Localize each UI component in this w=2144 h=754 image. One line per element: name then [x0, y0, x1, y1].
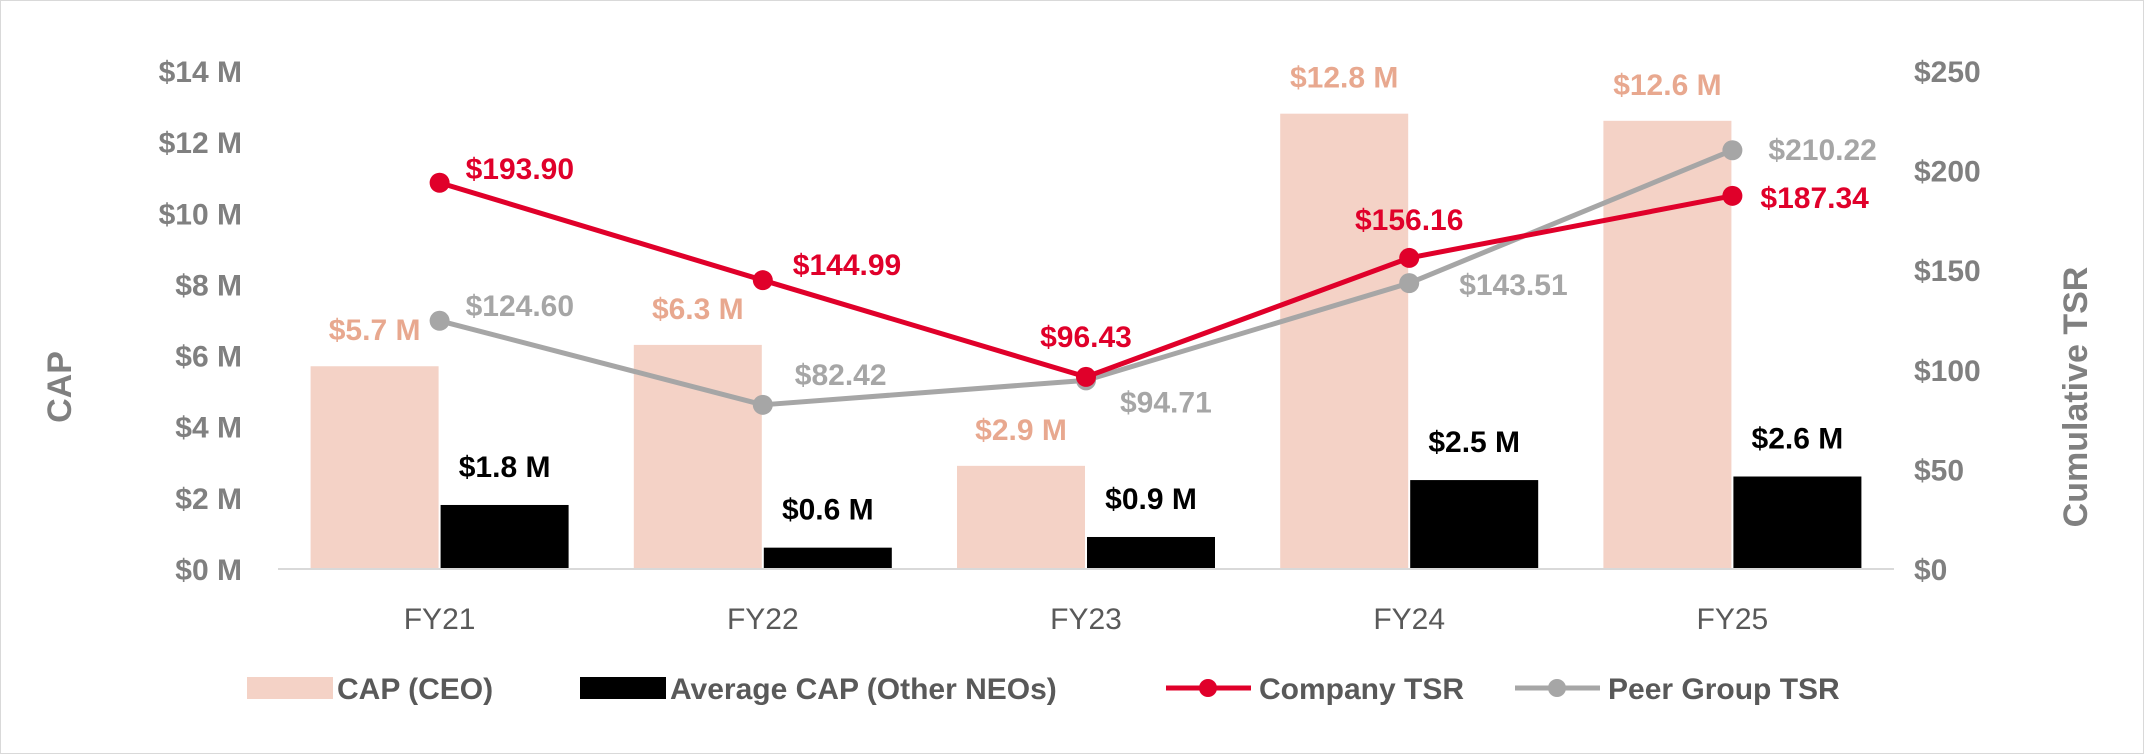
category-label: FY24 [1373, 603, 1445, 636]
tsr-lines [429, 140, 1743, 415]
legend-marker-company-tsr [1199, 679, 1217, 697]
ceo-cap-label: $5.7 M [329, 314, 421, 347]
company-tsr-label: $156.16 [1355, 204, 1463, 237]
category-labels: FY21 FY22 FY23 FY24 FY25 [404, 603, 1769, 636]
neo-cap-bars [440, 476, 1862, 569]
left-tick-label: $0 M [175, 554, 242, 587]
neo-cap-bar [1733, 476, 1862, 569]
company-tsr-marker [752, 270, 773, 291]
left-tick-label: $8 M [175, 269, 242, 302]
peer-tsr-label: $94.71 [1120, 386, 1212, 419]
right-tick-label: $250 [1914, 56, 1981, 89]
ceo-cap-label: $2.9 M [975, 414, 1067, 447]
left-axis-title: CAP [41, 351, 79, 423]
company-tsr-marker [429, 172, 450, 193]
category-label: FY22 [727, 603, 799, 636]
peer-tsr-marker [1399, 273, 1420, 294]
neo-cap-label: $1.8 M [459, 451, 551, 484]
peer-tsr-label: $143.51 [1459, 269, 1567, 302]
legend-label-neo-cap: Average CAP (Other NEOs) [670, 673, 1057, 706]
ceo-cap-bar [957, 465, 1085, 569]
right-axis-title: Cumulative TSR [2057, 267, 2095, 528]
data-labels: $5.7 M $6.3 M $2.9 M $12.8 M $12.6 M $1.8 M $0… [329, 62, 1877, 527]
company-tsr-label: $144.99 [793, 249, 901, 282]
ceo-cap-bar [633, 344, 762, 569]
company-tsr-label: $187.34 [1760, 182, 1869, 215]
peer-tsr-marker [1722, 140, 1743, 161]
legend-label-ceo-cap: CAP (CEO) [337, 673, 493, 706]
left-tick-label: $14 M [159, 56, 242, 89]
ceo-cap-bar [1280, 113, 1409, 569]
right-tick-label: $0 [1914, 554, 1947, 587]
right-tick-label: $150 [1914, 255, 1981, 288]
category-label: FY21 [404, 603, 476, 636]
company-tsr-marker [1399, 247, 1420, 268]
legend-label-company-tsr: Company TSR [1259, 673, 1464, 706]
neo-cap-label: $0.6 M [782, 494, 874, 527]
company-tsr-label: $193.90 [466, 153, 574, 186]
peer-tsr-label: $210.22 [1768, 134, 1876, 167]
neo-cap-label: $0.9 M [1105, 483, 1197, 516]
legend-swatch-ceo-cap [247, 677, 333, 699]
ceo-cap-bar [310, 366, 439, 569]
company-tsr-label: $96.43 [1040, 321, 1132, 354]
legend-label-peer-tsr: Peer Group TSR [1608, 673, 1840, 706]
left-tick-label: $12 M [159, 127, 242, 160]
neo-cap-label: $2.5 M [1428, 426, 1520, 459]
left-tick-label: $6 M [175, 341, 242, 374]
peer-tsr-label: $82.42 [795, 359, 887, 392]
peer-tsr-marker [429, 310, 450, 331]
left-tick-label: $10 M [159, 198, 242, 231]
ceo-cap-label: $12.6 M [1613, 69, 1721, 102]
category-label: FY25 [1697, 603, 1769, 636]
legend-marker-peer-tsr [1548, 679, 1566, 697]
left-tick-label: $2 M [175, 483, 242, 516]
legend-swatch-neo-cap [580, 677, 666, 699]
neo-cap-bar [763, 547, 892, 569]
ceo-cap-bars [310, 113, 1732, 570]
peer-tsr-marker [752, 394, 773, 415]
left-axis-ticks: $0 M $2 M $4 M $6 M $8 M $10 M $12 M $14 M [159, 56, 242, 587]
neo-cap-bar [1410, 480, 1539, 569]
ceo-cap-label: $12.8 M [1290, 62, 1398, 95]
peer-tsr-label: $124.60 [466, 290, 574, 323]
right-tick-label: $100 [1914, 355, 1981, 388]
category-label: FY23 [1050, 603, 1122, 636]
right-tick-label: $50 [1914, 454, 1964, 487]
neo-cap-label: $2.6 M [1752, 423, 1844, 456]
company-tsr-marker [1722, 185, 1743, 206]
ceo-cap-bar [1603, 120, 1732, 570]
ceo-cap-label: $6.3 M [652, 293, 744, 326]
neo-cap-bar [440, 504, 569, 569]
legend: CAP (CEO) Average CAP (Other NEOs) Compa… [247, 673, 1840, 706]
right-tick-label: $200 [1914, 156, 1981, 189]
neo-cap-bar [1087, 536, 1215, 569]
left-tick-label: $4 M [175, 412, 242, 445]
company-tsr-marker [1076, 366, 1096, 387]
right-axis-ticks: $0 $50 $100 $150 $200 $250 [1914, 56, 1981, 587]
